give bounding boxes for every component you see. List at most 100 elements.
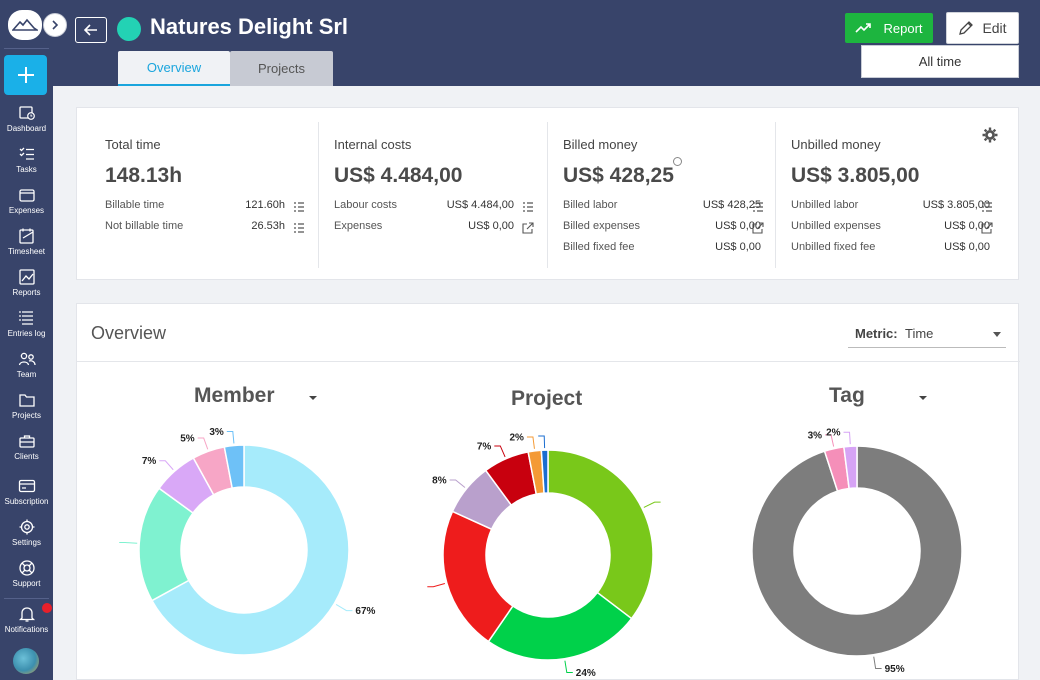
sidebar-item-clients[interactable]: Clients (0, 432, 53, 472)
sidebar-item-label: Tasks (16, 165, 37, 174)
page-title: Natures Delight Srl (150, 14, 349, 39)
sidebar: Dashboard Tasks Expenses Timesheet Reports En… (0, 0, 53, 680)
plus-icon (17, 67, 34, 83)
sidebar-item-notifications[interactable]: Notifications (0, 605, 53, 645)
sidebar-item-team[interactable]: Team (0, 350, 53, 390)
stat-label-unbilled-money: Unbilled money (791, 137, 881, 152)
metric-value: Time (905, 326, 934, 341)
stat-value-total-time: 148.13h (105, 164, 183, 187)
stat-row-label: Billed expenses (563, 220, 641, 232)
expand-sidebar-button[interactable] (43, 13, 67, 37)
stat-row-label: Expenses (334, 220, 383, 232)
settings-icon (19, 519, 34, 535)
report-label: Report (883, 20, 923, 36)
donut-slice-member-0[interactable] (150, 444, 350, 656)
donut-leader-line (119, 542, 138, 544)
stat-row-value: US$ 0,00 (944, 220, 990, 232)
stats-settings-button[interactable] (982, 127, 998, 148)
donut-leader-line (825, 434, 835, 447)
sidebar-item-label: Notifications (4, 625, 49, 634)
sidebar-item-projects[interactable]: Projects (0, 391, 53, 431)
donut-leader-line (564, 660, 573, 674)
report-button[interactable]: Report (845, 13, 933, 43)
stat-value-billed-money: US$ 428,25 (563, 164, 674, 187)
sidebar-item-label: Subscription (4, 497, 49, 506)
donut-leader-line (643, 501, 661, 508)
list-icon[interactable] (522, 200, 534, 212)
list-icon[interactable] (981, 200, 993, 212)
sidebar-item-subscription[interactable]: Subscription (0, 477, 53, 517)
sidebar-item-entries-log[interactable]: Entries log (0, 309, 53, 349)
stat-row-value: 26.53h (251, 220, 285, 232)
avatar[interactable] (13, 648, 39, 674)
tag-dropdown-caret-icon[interactable] (919, 396, 927, 400)
reports-icon (18, 269, 35, 285)
overview-title: Overview (91, 323, 167, 343)
chart-title-member: Member (194, 384, 275, 407)
pencil-icon (959, 21, 974, 35)
donut-slice-project-1[interactable] (487, 591, 633, 661)
stat-label-billed-money: Billed money (563, 137, 638, 152)
member-dropdown-caret-icon[interactable] (309, 396, 317, 400)
donut-leader-line (526, 436, 535, 449)
donut-slice-tag-2[interactable] (843, 445, 858, 490)
stat-row-value: US$ 4.484,00 (446, 199, 514, 211)
sidebar-item-support[interactable]: Support (0, 559, 53, 599)
add-button[interactable] (4, 55, 47, 95)
external-link-icon[interactable] (522, 221, 534, 234)
sidebar-item-label: Support (12, 579, 41, 588)
external-link-icon[interactable] (981, 221, 993, 234)
donut-slice-project-0[interactable] (547, 449, 654, 620)
stat-row-label: Not billable time (105, 220, 184, 232)
overview-card: Overview Metric: Time Member Project Tag… (76, 303, 1020, 680)
app-logo[interactable] (8, 10, 42, 40)
sidebar-item-tasks[interactable]: Tasks (0, 145, 53, 185)
info-icon[interactable] (673, 157, 682, 166)
stat-row-label: Labour costs (334, 199, 397, 211)
client-color-dot (117, 17, 141, 41)
edit-button[interactable]: Edit (946, 12, 1019, 44)
stat-row-label: Unbilled expenses (791, 220, 881, 232)
stat-value-internal-costs: US$ 4.484,00 (334, 164, 463, 187)
subscription-icon (18, 479, 35, 493)
back-button[interactable] (75, 17, 107, 43)
stat-divider (775, 122, 776, 268)
donut-data-label: 7% (142, 456, 157, 467)
donut-data-label: 67% (355, 606, 375, 617)
stat-row-label: Unbilled labor (791, 199, 859, 211)
sidebar-item-expenses[interactable]: Expenses (0, 186, 53, 226)
external-link-icon[interactable] (752, 221, 764, 234)
date-range-selector[interactable]: All time (861, 45, 1019, 78)
sidebar-item-dashboard[interactable]: Dashboard (0, 104, 53, 144)
tab-projects[interactable]: Projects (230, 51, 333, 86)
sidebar-item-settings[interactable]: Settings (0, 518, 53, 558)
donut-slice-project-2[interactable] (442, 510, 514, 643)
stat-row-value: 121.60h (245, 199, 285, 211)
stat-row-label: Billable time (105, 199, 165, 211)
sidebar-item-label: Projects (12, 411, 41, 420)
metric-selector[interactable]: Metric: Time (848, 324, 1006, 348)
donut-slice-tag-0[interactable] (751, 445, 963, 657)
stat-row-value: US$ 0,00 (944, 241, 990, 253)
tasks-icon (19, 147, 34, 160)
sidebar-item-timesheet[interactable]: Timesheet (0, 227, 53, 267)
list-icon[interactable] (752, 200, 764, 212)
donut-data-label: 2% (509, 432, 524, 443)
date-range-label: All time (918, 54, 962, 69)
notification-badge (42, 603, 52, 613)
caret-down-icon (993, 332, 1001, 337)
donut-leader-line (335, 604, 353, 612)
donut-data-label: 5% (180, 434, 195, 445)
sidebar-item-label: Team (16, 370, 37, 379)
list-icon[interactable] (293, 200, 305, 212)
donut-slice-member-4[interactable] (223, 444, 245, 489)
list-icon[interactable] (293, 221, 305, 233)
sidebar-item-reports[interactable]: Reports (0, 268, 53, 308)
donut-slice-project-6[interactable] (540, 449, 549, 494)
donut-charts: 67%7%5%3%24%8%7%2%95%3% 2% (119, 427, 963, 679)
stat-value-unbilled-money: US$ 3.805,00 (791, 164, 920, 187)
sidebar-divider (4, 598, 49, 599)
tab-overview[interactable]: Overview (118, 51, 230, 86)
stat-label-internal-costs: Internal costs (334, 137, 412, 152)
donut-leader-line (449, 479, 466, 488)
